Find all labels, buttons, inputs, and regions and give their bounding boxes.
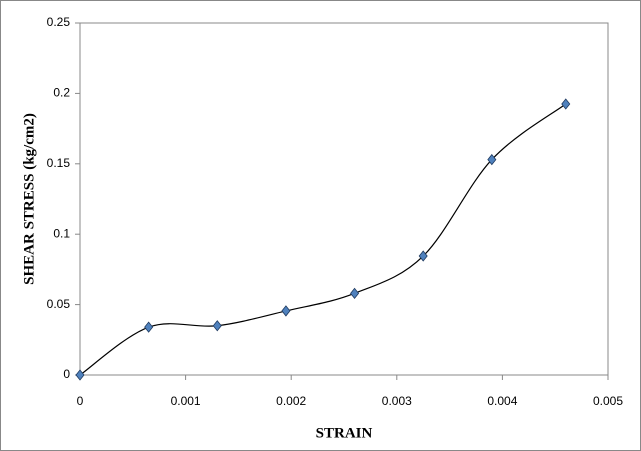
x-tick-label: 0.001 xyxy=(171,394,201,408)
data-point xyxy=(418,250,428,262)
data-point xyxy=(281,305,291,317)
x-tick-label: 0 xyxy=(77,394,84,408)
x-tick-label: 0.004 xyxy=(487,394,517,408)
data-point xyxy=(212,320,222,332)
data-point xyxy=(144,321,154,333)
y-axis-label: SHEAR STRESS (kg/cm2) xyxy=(21,113,37,285)
y-tick-label: 0.05 xyxy=(47,297,71,311)
data-point xyxy=(75,369,85,381)
data-point xyxy=(487,153,497,166)
y-tick-label: 0.1 xyxy=(53,226,70,240)
y-tick-label: 0.15 xyxy=(47,156,71,170)
y-tick-label: 0.2 xyxy=(53,86,70,100)
y-tick-label: 0 xyxy=(63,367,70,381)
x-axis-label: STRAIN xyxy=(316,425,373,441)
x-tick-label: 0.003 xyxy=(382,394,412,408)
y-tick-label: 0.25 xyxy=(47,15,71,29)
data-point xyxy=(561,98,571,110)
data-point xyxy=(350,287,360,299)
x-tick-label: 0.002 xyxy=(276,394,306,408)
x-tick-label: 0.005 xyxy=(593,394,623,408)
series-line xyxy=(79,103,567,376)
